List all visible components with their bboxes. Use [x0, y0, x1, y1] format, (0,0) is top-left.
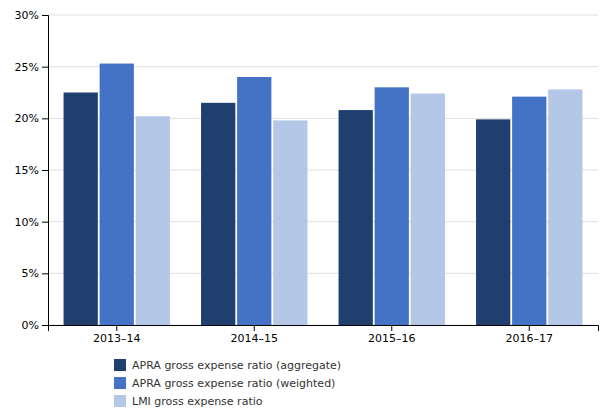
plot: 0% 5% 10% 15% 20% 25% 30% 2013–14 2014–15 2015–16…: [15, 9, 599, 345]
bar: [375, 87, 409, 325]
tick: 10%: [15, 216, 48, 229]
bar-series: [136, 89, 583, 325]
bar: [100, 64, 134, 325]
tick: 0%: [22, 319, 48, 332]
chart: 0% 5% 10% 15% 20% 25% 30% 2013–14 2014–15 2015–16…: [0, 0, 613, 419]
bar: [237, 77, 271, 325]
tick: 2013–14: [93, 325, 141, 345]
tick-label: 10%: [15, 216, 39, 229]
x-axis: 2013–14 2014–15 2015–16 2016–17: [49, 325, 599, 345]
tick-label: 2016–17: [506, 332, 554, 345]
legend-swatch: [114, 359, 126, 371]
grid-line: [48, 15, 598, 16]
bar: [273, 120, 307, 325]
bar: [476, 119, 510, 325]
tick: 25%: [15, 61, 48, 74]
legend-label: APRA gross expense ratio (weighted): [132, 377, 335, 390]
bar: [64, 93, 98, 326]
tick-label: 2013–14: [93, 332, 141, 345]
tick-mark: [529, 325, 530, 331]
tick-label: 5%: [22, 267, 39, 280]
tick-mark: [42, 170, 48, 171]
bar: [411, 94, 445, 325]
bars: [64, 64, 583, 325]
tick-mark: [42, 273, 48, 274]
tick-mark: [116, 325, 117, 331]
legend-swatch: [114, 377, 126, 389]
axis-line: [49, 326, 599, 332]
tick-label: 20%: [15, 112, 39, 125]
legend-item: APRA gross expense ratio (aggregate): [114, 359, 341, 372]
tick: 2014–15: [231, 325, 279, 345]
bar: [136, 116, 170, 325]
tick: 5%: [22, 267, 48, 280]
tick-label: 25%: [15, 61, 39, 74]
tick-mark: [254, 325, 255, 331]
legend-item: LMI gross expense ratio: [114, 395, 263, 408]
axis-line: [42, 16, 49, 326]
tick-mark: [42, 118, 48, 119]
legend: APRA gross expense ratio (aggregate) APRA…: [114, 359, 341, 408]
legend-label: APRA gross expense ratio (aggregate): [132, 359, 341, 372]
legend-label: LMI gross expense ratio: [132, 395, 263, 408]
tick: 20%: [15, 112, 48, 125]
tick: 2015–16: [368, 325, 416, 345]
tick-label: 0%: [22, 319, 39, 332]
tick-mark: [42, 222, 48, 223]
bar-series: [100, 64, 547, 325]
tick-label: 15%: [15, 164, 39, 177]
bar: [512, 97, 546, 325]
tick-label: 2015–16: [368, 332, 416, 345]
tick-label: 30%: [15, 9, 39, 22]
y-axis: 0% 5% 10% 15% 20% 25% 30%: [15, 9, 49, 332]
tick: 2016–17: [506, 325, 554, 345]
legend-item: APRA gross expense ratio (weighted): [114, 377, 335, 390]
tick: 15%: [15, 164, 48, 177]
tick-mark: [42, 325, 48, 326]
bar: [548, 89, 582, 325]
bar: [201, 103, 235, 325]
bar: [339, 110, 373, 325]
legend-swatch: [114, 395, 126, 407]
tick-mark: [391, 325, 392, 331]
grid: [48, 15, 598, 325]
tick-mark: [42, 67, 48, 68]
tick-mark: [42, 15, 48, 16]
tick-label: 2014–15: [231, 332, 279, 345]
tick: 30%: [15, 9, 48, 22]
